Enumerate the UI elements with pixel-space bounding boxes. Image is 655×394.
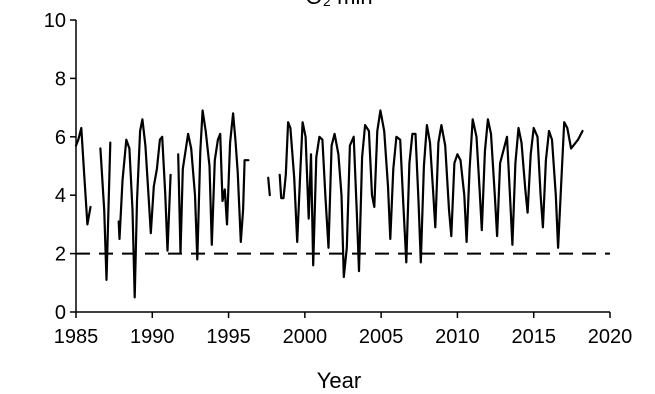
series-line [278,109,584,279]
x-tick-label: 2000 [283,326,328,348]
series-line [99,141,112,281]
x-tick-label: 1995 [206,326,251,348]
y-tick-label: 4 [55,185,66,207]
y-tick-label: 6 [55,127,66,149]
y-tick-label: 10 [44,10,66,32]
chart-title: O₂ min [305,0,372,9]
series-line [267,176,271,197]
y-tick-label: 2 [55,244,66,266]
x-tick-label: 2015 [511,326,556,348]
x-tick-label: 1990 [130,326,175,348]
series-line [74,126,92,226]
x-tick-label: 2010 [435,326,480,348]
x-tick-label: 2005 [359,326,404,348]
plot-area: 0 2 4 6 8 10 1985 1990 1995 2000 2005 2010 2015 2020 [44,10,633,348]
y-tick-label: 8 [55,68,66,90]
x-tick-label: 1985 [54,326,99,348]
series-line [177,109,250,261]
series-line [117,118,172,299]
y-tick-label: 0 [55,302,66,324]
x-tick-label: 2020 [588,326,633,348]
x-axis-title: Year [317,368,361,393]
